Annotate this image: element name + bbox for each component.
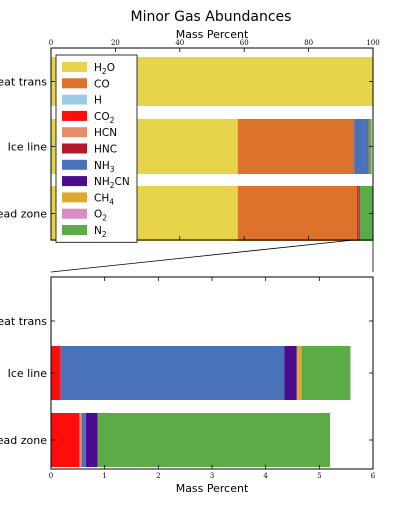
legend-label-n2: N2 [94, 225, 107, 239]
legend-swatch-nh3 [62, 159, 87, 170]
legend-label-h2o: H2O [94, 62, 115, 76]
top-bar-dead-zone-nh2cn [358, 186, 360, 241]
bottom-category-label: Heat trans [0, 315, 47, 328]
top-axes-frame [50, 47, 374, 241]
legend-label-co2: CO2 [94, 111, 115, 125]
bottom-category-label: Ice line [8, 367, 48, 380]
legend-label-h: H [94, 95, 102, 107]
legend-label-ch4: CH4 [94, 192, 114, 206]
legend-label-co: CO [94, 78, 110, 90]
legend-swatch-hcn [62, 127, 87, 138]
bottom-bar-ice-line-co2 [51, 346, 61, 400]
top-tick-label: 80 [304, 39, 313, 47]
chart-title: Minor Gas Abundances [131, 9, 292, 25]
legend-label-o2: O2 [94, 209, 107, 223]
top-tick-label: 0 [49, 39, 53, 47]
bottom-bar-ice-line-n2 [301, 346, 351, 400]
legend-swatch-h [62, 94, 87, 105]
bottom-tick-label: 1 [102, 472, 106, 480]
top-bar-dead-zone-co [237, 186, 357, 241]
legend: H2O CO H CO2 HCN HNC NH3 NH2CN CH4 O2 N2 [55, 54, 138, 243]
top-category-label: Ice line [8, 141, 48, 154]
top-tick-label: 60 [240, 39, 249, 47]
top-category-label: Dead zone [0, 208, 47, 221]
top-tick-label: 40 [175, 39, 184, 47]
bottom-bar-dead-zone-nh3 [81, 413, 86, 467]
legend-label-nh2cn: NH2CN [94, 176, 130, 190]
bottom-bar-dead-zone-nh2cn [85, 413, 98, 467]
legend-label-nh3: NH3 [94, 160, 115, 174]
top-category-label: Heat trans [0, 76, 47, 89]
legend-swatch-o2 [62, 208, 87, 219]
top-axis-label: Mass Percent [176, 28, 249, 41]
top-bar-ice-line-co2 [353, 119, 355, 174]
legend-swatch-h2o [62, 62, 87, 72]
top-bar-ice-line-co [237, 119, 354, 174]
legend-swatch-ch4 [62, 192, 87, 203]
legend-swatch-co [62, 78, 87, 89]
bottom-bar-dead-zone-hcn [79, 413, 82, 467]
bottom-category-label: Dead zone [0, 434, 47, 447]
legend-label-hnc: HNC [94, 144, 117, 156]
top-tick-label: 20 [111, 39, 120, 47]
top-tick-label: 100 [366, 39, 379, 47]
legend-label-hcn: HCN [94, 127, 117, 139]
bottom-bar-ice-line-nh2cn [284, 346, 297, 400]
bottom-tick-label: 3 [210, 472, 214, 480]
bottom-tick-label: 2 [156, 472, 160, 480]
legend-swatch-n2 [62, 225, 87, 235]
legend-swatch-nh2cn [62, 176, 87, 187]
bottom-tick-label: 5 [317, 472, 321, 480]
bottom-tick-label: 6 [371, 472, 376, 480]
bottom-tick-label: 4 [263, 472, 268, 480]
legend-swatch-hnc [62, 143, 87, 154]
top-bar-dead-zone-co2 [356, 186, 359, 241]
bottom-bar-dead-zone-n2 [97, 413, 331, 467]
bottom-bar-dead-zone-co2 [51, 413, 80, 467]
top-bar-dead-zone-n2 [359, 186, 373, 241]
bottom-panel: Heat trans Ice line Dead zone 0 1 2 3 4 5 6 [0, 276, 376, 480]
bottom-tick-label: 0 [49, 472, 53, 480]
zoom-connector-lines [50, 239, 374, 273]
bottom-axis-label: Mass Percent [176, 482, 249, 495]
top-bar-ice-line-nh3 [354, 119, 368, 174]
bottom-bar-ice-line-nh3 [60, 346, 285, 400]
legend-swatch-co2 [62, 110, 87, 121]
top-bar-ice-line-nh2cn [367, 119, 369, 174]
zoom-line-left [50, 239, 354, 273]
bottom-bar-ice-line-ch4 [296, 346, 302, 400]
